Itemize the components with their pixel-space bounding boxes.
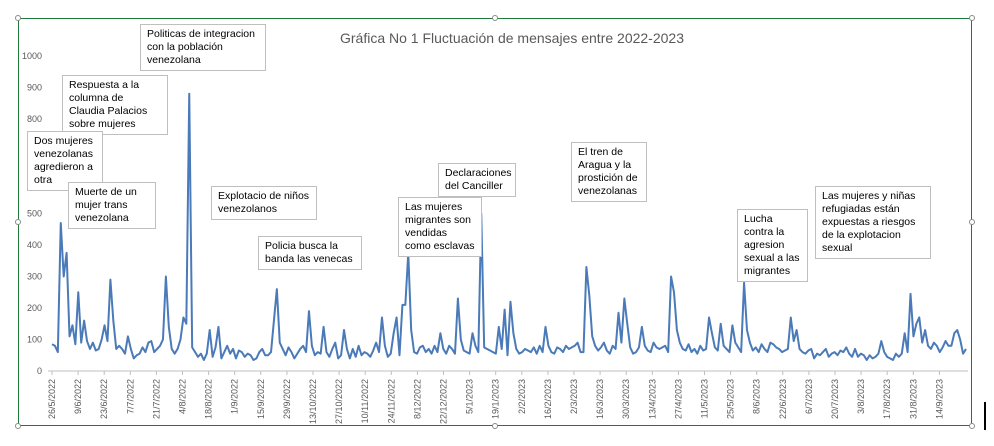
chart-title: Gráfica No 1 Fluctuación de mensajes ent… [340, 30, 684, 46]
y-tick-label: 200 [27, 303, 42, 313]
y-tick-label: 500 [27, 209, 42, 219]
x-tick-label: 27/4/2023 [673, 379, 683, 419]
annotation-box: Respuesta a la columna de Claudia Palaci… [62, 75, 168, 135]
x-axis: 26/5/2022 9/6/2022 23/6/2022 7/7/2022 21/7/2… [47, 370, 968, 424]
y-tick-label: 800 [27, 114, 42, 124]
x-tick-label: 14/9/2023 [934, 379, 944, 419]
y-tick-label: 100 [27, 335, 42, 345]
x-tick-label: 7/7/2022 [125, 379, 135, 414]
resize-handle-top-center[interactable] [492, 15, 498, 21]
resize-handle-middle-left[interactable] [15, 219, 21, 225]
annotation-box: El tren de Aragua y la prostición de ven… [571, 142, 647, 202]
text-cursor [984, 402, 986, 430]
x-tick-label: 8/12/2022 [412, 379, 422, 419]
y-tick-label: 300 [27, 272, 42, 282]
x-tick-label: 23/6/2022 [99, 379, 109, 419]
x-tick-label: 21/7/2022 [151, 379, 161, 419]
x-tick-label: 19/1/2023 [491, 379, 501, 419]
y-tick-label: 900 [27, 83, 42, 93]
x-tick-label: 18/8/2022 [204, 379, 214, 419]
x-tick-label: 16/3/2023 [595, 379, 605, 419]
x-tick-label: 13/4/2023 [647, 379, 657, 419]
x-tick-label: 5/1/2023 [465, 379, 475, 414]
annotation-box: Explotacio de niños venezolanos [211, 186, 317, 220]
x-tick-label: 3/8/2023 [856, 379, 866, 414]
resize-handle-top-left[interactable] [15, 15, 21, 21]
x-tick-label: 10/11/2022 [360, 379, 370, 423]
resize-handle-top-right[interactable] [969, 15, 975, 21]
x-tick-label: 26/5/2022 [47, 379, 57, 419]
annotation-box: Las mujeres y niñas refugiadas están exp… [815, 186, 931, 259]
x-tick-label: 6/7/2023 [804, 379, 814, 414]
x-tick-label: 27/10/2022 [334, 379, 344, 424]
annotation-box: Muerte de un mujer trans venezolana [68, 182, 156, 229]
y-axis: 01002003004005006007008009001000 [22, 51, 42, 376]
series-layer [51, 92, 967, 361]
resize-handle-bottom-center[interactable] [492, 423, 498, 429]
x-tick-label: 2/3/2023 [569, 379, 579, 414]
x-tick-label: 25/5/2023 [726, 379, 736, 419]
resize-handle-bottom-right[interactable] [969, 423, 975, 429]
x-tick-label: 1/9/2022 [230, 379, 240, 414]
x-tick-label: 22/12/2022 [439, 379, 449, 424]
x-tick-label: 4/8/2022 [178, 379, 188, 414]
x-tick-label: 13/10/2022 [308, 379, 318, 424]
x-tick-label: 17/8/2023 [882, 379, 892, 419]
y-tick-label: 0 [37, 366, 42, 376]
resize-handle-middle-right[interactable] [969, 219, 975, 225]
y-tick-label: 1000 [22, 51, 42, 61]
resize-handle-bottom-left[interactable] [15, 423, 21, 429]
x-tick-label: 29/9/2022 [282, 379, 292, 419]
annotation-box: Las mujeres migrantes son vendidas como … [398, 197, 482, 257]
x-tick-label: 8/6/2023 [752, 379, 762, 414]
x-tick-label: 30/3/2023 [621, 379, 631, 419]
annotation-box: Dos mujeres venezolanas agredieron a otr… [27, 131, 103, 191]
annotation-box: Lucha contra la agresion sexual a las mi… [737, 209, 808, 282]
annotation-box: Policia busca la banda las venecas [258, 236, 362, 270]
x-tick-label: 24/11/2022 [386, 379, 396, 423]
x-tick-label: 9/6/2022 [73, 379, 83, 414]
series-line [51, 92, 967, 361]
x-tick-label: 31/8/2023 [908, 379, 918, 419]
y-tick-label: 400 [27, 240, 42, 250]
x-tick-label: 11/5/2023 [700, 379, 710, 418]
x-tick-label: 20/7/2023 [830, 379, 840, 419]
x-tick-label: 16/2/2023 [543, 379, 553, 419]
x-tick-label: 2/2/2023 [517, 379, 527, 414]
x-tick-label: 15/9/2022 [256, 379, 266, 419]
x-tick-label: 22/6/2023 [778, 379, 788, 419]
annotation-box: Declaraciones del Canciller [438, 163, 516, 197]
annotation-box: Politicas de integracion con la població… [140, 24, 266, 71]
